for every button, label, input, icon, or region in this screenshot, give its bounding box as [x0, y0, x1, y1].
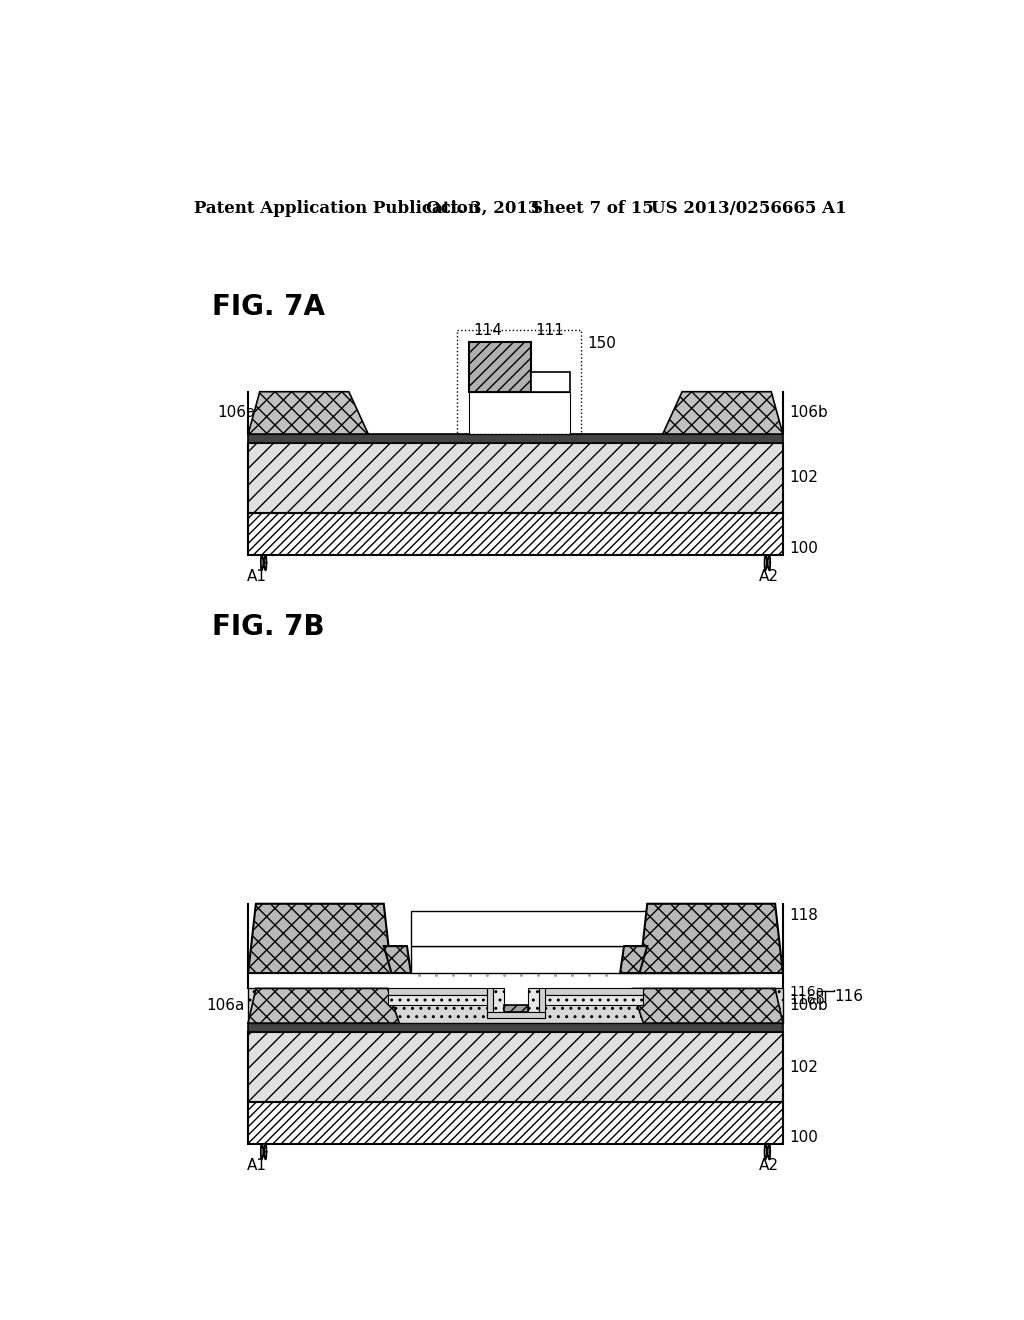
Polygon shape [384, 946, 411, 973]
Text: 106a: 106a [217, 405, 256, 420]
Text: A1: A1 [247, 569, 266, 583]
Text: Oct. 3, 2013: Oct. 3, 2013 [426, 199, 540, 216]
Bar [486, 989, 493, 1018]
Text: 106a: 106a [206, 998, 245, 1012]
Bar [504, 989, 528, 1006]
Text: A2: A2 [759, 569, 779, 583]
Bar [388, 911, 643, 1006]
Text: FIG. 7B: FIG. 7B [212, 612, 325, 640]
Bar [248, 1023, 783, 1032]
Polygon shape [632, 989, 783, 1023]
Bar [545, 989, 643, 995]
Bar [504, 1006, 528, 1011]
Text: 102: 102 [790, 1060, 818, 1074]
Polygon shape [621, 946, 647, 973]
Text: 102: 102 [790, 470, 818, 486]
Text: 116a: 116a [790, 985, 824, 998]
Text: Patent Application Publication: Patent Application Publication [194, 199, 480, 216]
Bar [248, 1102, 783, 1144]
Bar [458, 330, 582, 434]
Text: 118: 118 [790, 908, 818, 923]
Text: 100: 100 [790, 1130, 818, 1146]
Text: 116b: 116b [790, 993, 824, 1007]
Text: 150: 150 [588, 337, 616, 351]
Bar [388, 995, 486, 1006]
Bar [248, 444, 783, 512]
Text: 111: 111 [535, 323, 564, 338]
Text: Sheet 7 of 15: Sheet 7 of 15 [531, 199, 653, 216]
Polygon shape [248, 904, 391, 973]
Text: 106b: 106b [790, 405, 827, 420]
Bar [486, 1011, 545, 1018]
Text: US 2013/0256665 A1: US 2013/0256665 A1 [651, 199, 847, 216]
Bar [248, 434, 783, 444]
Text: 114: 114 [473, 323, 502, 338]
Bar [411, 946, 740, 973]
Text: A1: A1 [247, 1158, 266, 1173]
Bar [493, 989, 504, 1011]
Bar [411, 911, 740, 946]
Text: 116: 116 [835, 990, 864, 1005]
Bar [539, 989, 545, 1018]
Bar [248, 989, 783, 1023]
Polygon shape [640, 904, 783, 973]
Bar [469, 342, 531, 392]
Polygon shape [663, 392, 783, 434]
Bar [545, 995, 643, 1006]
Bar [531, 372, 569, 392]
Bar [388, 989, 486, 995]
Text: A2: A2 [759, 1158, 779, 1173]
Bar [248, 512, 783, 554]
Text: 100: 100 [790, 541, 818, 556]
Bar [528, 989, 539, 1011]
Polygon shape [248, 989, 399, 1023]
Bar [248, 1032, 783, 1102]
Text: FIG. 7A: FIG. 7A [212, 293, 325, 321]
Bar [469, 392, 569, 434]
Polygon shape [248, 392, 369, 434]
Text: 106b: 106b [790, 998, 827, 1012]
